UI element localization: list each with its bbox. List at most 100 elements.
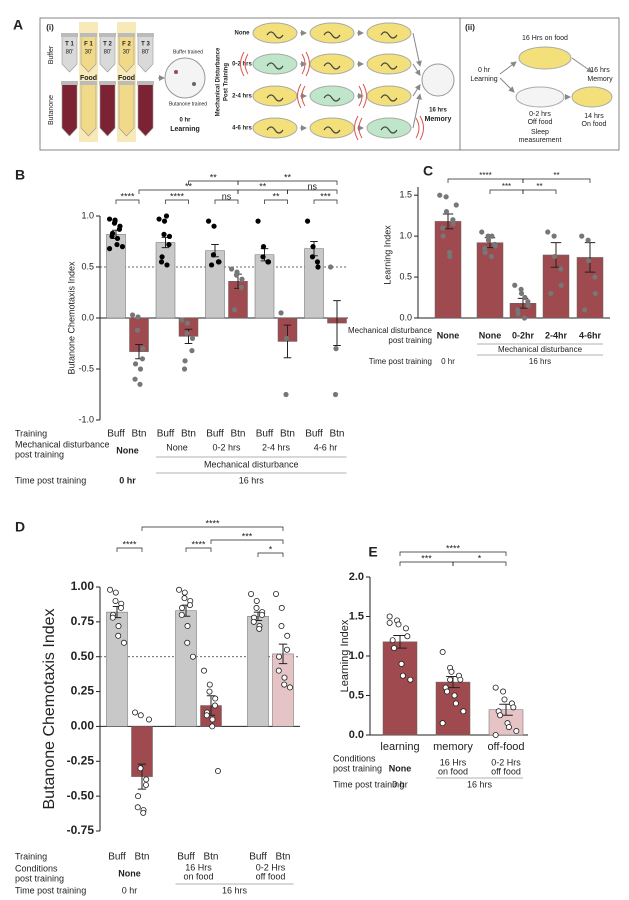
x-tick-label: Btn <box>131 429 146 440</box>
odor-spot <box>174 70 178 74</box>
row-label: post training <box>15 449 64 459</box>
data-point <box>163 213 170 219</box>
y-tick-label: 0.0 <box>399 312 412 322</box>
data-point <box>333 346 339 352</box>
x-tick-label: None <box>479 330 502 340</box>
significance-label: * <box>478 553 482 563</box>
label: Learning <box>170 126 200 133</box>
data-point <box>548 290 554 297</box>
y-tick-label: -1.0 <box>78 414 94 424</box>
data-point <box>439 720 446 727</box>
label: Mechanical Disturbance <box>216 47 222 116</box>
tube-cap <box>80 81 97 85</box>
label: 0 hr <box>179 118 191 124</box>
data-point <box>440 233 446 239</box>
y-axis-label: Learning Index <box>339 619 351 692</box>
data-point <box>452 700 459 707</box>
table-cell: 0 hr <box>441 357 455 366</box>
bar <box>435 681 471 736</box>
label: 0 hr <box>478 67 491 74</box>
worm <box>380 126 398 134</box>
data-point <box>184 320 191 326</box>
y-tick-label: 0.5 <box>399 271 412 281</box>
data-point <box>447 676 454 683</box>
plate <box>366 22 412 44</box>
plate <box>309 22 355 44</box>
bar <box>254 254 275 319</box>
significance-label: *** <box>242 531 253 541</box>
data-point <box>525 299 531 305</box>
data-point <box>137 712 144 719</box>
significance-label: **** <box>479 171 491 180</box>
data-point <box>253 597 260 604</box>
label: (i) <box>46 23 54 32</box>
significance-bracket <box>115 199 140 204</box>
label: (ii) <box>465 23 475 32</box>
tube-cap <box>99 81 116 85</box>
data-point <box>256 625 263 632</box>
row-label: Training <box>15 851 47 861</box>
arrow <box>412 63 421 77</box>
data-point <box>253 604 260 611</box>
data-point <box>281 681 288 688</box>
x-tick-label: Buff <box>256 429 274 440</box>
significance-label: *** <box>320 191 331 201</box>
significance-label: ** <box>284 172 292 182</box>
row-label: Time post training <box>15 475 86 485</box>
odor-spot <box>192 82 196 86</box>
x-tick-label: memory <box>433 741 473 753</box>
data-point <box>184 623 191 630</box>
plate <box>252 53 298 75</box>
plate <box>309 53 355 75</box>
plate <box>252 117 298 139</box>
data-point <box>518 286 524 292</box>
y-tick-label: -0.75 <box>67 823 95 837</box>
label: Buffer <box>48 45 55 64</box>
significance-bracket <box>165 199 189 204</box>
arrow <box>571 57 593 73</box>
label: 4-6 hrs <box>232 126 252 132</box>
significance-label: **** <box>170 191 185 201</box>
row-label: Time post training <box>369 357 432 366</box>
x-tick-label: off-food <box>487 741 524 753</box>
data-point <box>159 254 165 260</box>
data-point <box>135 793 142 800</box>
data-point <box>140 346 146 352</box>
data-point <box>212 695 219 702</box>
data-point <box>143 776 150 783</box>
arrow <box>412 32 422 67</box>
data-point <box>453 202 459 208</box>
plate <box>164 57 206 99</box>
label: T 3 <box>141 42 150 48</box>
y-tick-label: 0.75 <box>71 614 95 628</box>
table-cell: Mechanical disturbance <box>204 459 299 469</box>
data-point <box>142 781 149 788</box>
data-point <box>276 653 283 660</box>
table-cell: 16 hrs <box>467 779 493 789</box>
significance-label: ** <box>259 181 267 191</box>
data-point <box>402 625 409 632</box>
data-point <box>109 614 116 621</box>
data-point <box>203 712 210 719</box>
panel-letter: B <box>15 167 25 183</box>
row-label: Conditions <box>333 753 376 763</box>
data-point <box>132 709 139 716</box>
data-point <box>500 688 507 695</box>
data-point <box>327 264 334 270</box>
data-point <box>112 589 119 596</box>
label: Food <box>80 75 97 82</box>
data-point <box>181 366 188 372</box>
data-point <box>395 621 402 628</box>
y-tick-label: 0.0 <box>81 312 94 322</box>
table-cell: off food <box>491 766 521 776</box>
y-tick-label: 0.0 <box>349 729 364 741</box>
data-point <box>450 221 456 227</box>
row-label: post training <box>388 336 432 345</box>
data-point <box>273 590 280 597</box>
bar <box>476 242 504 319</box>
data-point <box>492 732 499 739</box>
data-point <box>228 266 235 272</box>
data-point <box>592 274 598 280</box>
x-tick-label: Buff <box>249 852 267 863</box>
